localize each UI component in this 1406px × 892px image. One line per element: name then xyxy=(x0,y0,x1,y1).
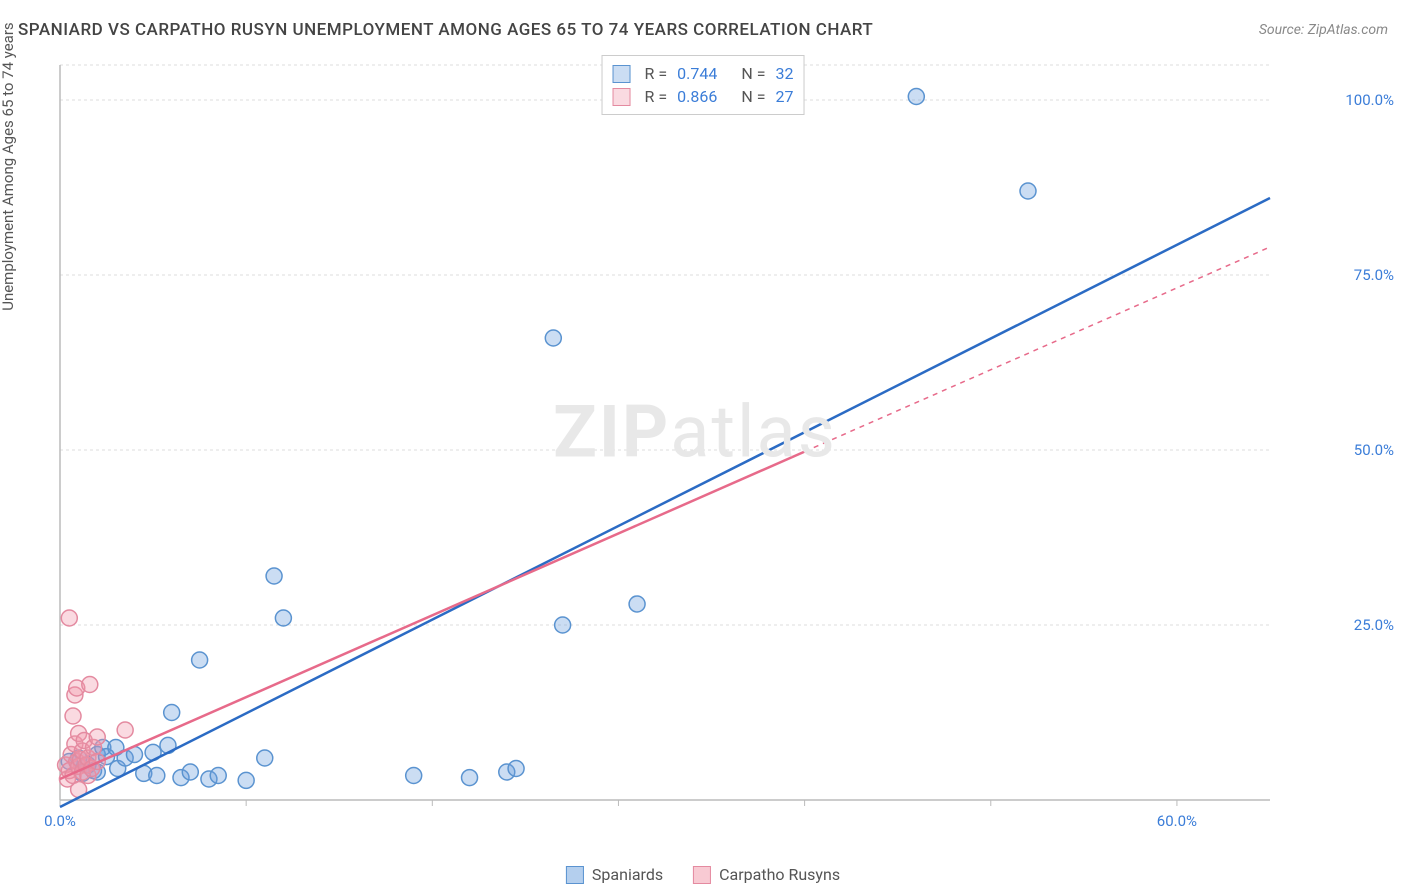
chart-title: SPANIARD VS CARPATHO RUSYN UNEMPLOYMENT … xyxy=(18,20,873,40)
data-point xyxy=(65,708,81,724)
data-point xyxy=(545,330,561,346)
data-point xyxy=(508,761,524,777)
y-tick-label: 100.0% xyxy=(1345,91,1394,109)
data-point xyxy=(182,764,198,780)
trend-line-extrapolated xyxy=(805,247,1270,452)
data-point xyxy=(406,768,422,784)
data-point xyxy=(117,722,133,738)
data-point xyxy=(149,768,165,784)
y-tick-label: 50.0% xyxy=(1354,441,1394,459)
data-point xyxy=(629,596,645,612)
r-value: 0.866 xyxy=(677,87,717,106)
r-label: R = xyxy=(645,87,668,106)
n-value: 32 xyxy=(775,64,793,83)
data-point xyxy=(555,617,571,633)
legend-item: Spaniards xyxy=(566,865,663,884)
n-label: N = xyxy=(741,87,765,106)
data-point xyxy=(275,610,291,626)
scatter-plot xyxy=(50,55,1340,840)
data-point xyxy=(908,89,924,105)
data-point xyxy=(61,610,77,626)
data-point xyxy=(462,770,478,786)
chart-area: ZIPatlas xyxy=(50,55,1340,840)
legend-swatch xyxy=(613,88,631,106)
data-point xyxy=(266,568,282,584)
r-value: 0.744 xyxy=(677,64,717,83)
series-legend: Spaniards Carpatho Rusyns xyxy=(566,865,840,884)
legend-label: Carpatho Rusyns xyxy=(719,865,840,884)
data-point xyxy=(192,652,208,668)
data-point xyxy=(210,768,226,784)
correlation-legend-row: R = 0.744 N = 32 xyxy=(613,62,794,85)
y-tick-label: 25.0% xyxy=(1354,616,1394,634)
source-label: Source: ZipAtlas.com xyxy=(1259,22,1388,38)
r-label: R = xyxy=(645,64,668,83)
data-point xyxy=(257,750,273,766)
data-point xyxy=(238,772,254,788)
legend-swatch xyxy=(566,866,584,884)
legend-item: Carpatho Rusyns xyxy=(693,865,840,884)
trend-line xyxy=(60,452,805,779)
n-value: 27 xyxy=(775,87,793,106)
legend-swatch xyxy=(613,65,631,83)
n-label: N = xyxy=(741,64,765,83)
trend-line xyxy=(60,198,1270,807)
x-tick-label: 0.0% xyxy=(44,812,76,830)
x-tick-label: 60.0% xyxy=(1157,812,1197,830)
data-point xyxy=(82,677,98,693)
chart-header: SPANIARD VS CARPATHO RUSYN UNEMPLOYMENT … xyxy=(18,20,1388,40)
data-point xyxy=(164,705,180,721)
correlation-legend-row: R = 0.866 N = 27 xyxy=(613,85,794,108)
correlation-legend: R = 0.744 N = 32 R = 0.866 N = 27 xyxy=(602,55,805,115)
y-axis-label: Unemployment Among Ages 65 to 74 years xyxy=(0,22,17,310)
legend-swatch xyxy=(693,866,711,884)
legend-label: Spaniards xyxy=(592,865,663,884)
y-tick-label: 75.0% xyxy=(1354,266,1394,284)
data-point xyxy=(1020,183,1036,199)
data-point xyxy=(89,729,105,745)
